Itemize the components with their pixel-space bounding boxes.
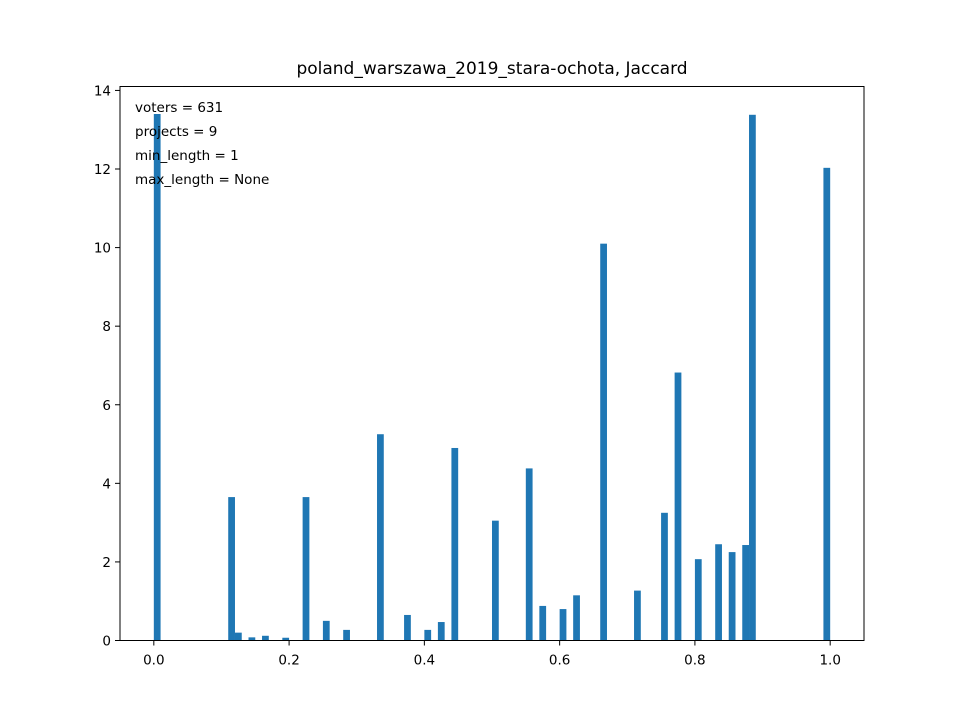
bar [694, 559, 702, 641]
bar [525, 468, 533, 641]
y-tick-label: 4 [102, 476, 111, 492]
x-tick-label: 0.8 [684, 653, 705, 669]
bar [742, 545, 750, 641]
plot-frame [119, 86, 865, 641]
bar [634, 590, 641, 641]
bar [573, 595, 580, 641]
x-tick-label: 1.0 [819, 653, 840, 669]
bar [404, 614, 411, 641]
bar [539, 605, 547, 641]
y-tick-label: 10 [94, 241, 111, 257]
annotation-max-length: max_length = None [135, 172, 269, 188]
bar [424, 629, 432, 641]
bar [343, 629, 350, 641]
y-tick-label: 6 [102, 398, 111, 414]
chart-title: poland_warszawa_2019_stara-ochota, Jacca… [296, 59, 687, 79]
bar [153, 114, 161, 641]
y-axis-ticks: 0 2 4 6 8 10 12 14 [94, 83, 120, 650]
bar [248, 637, 256, 641]
y-tick-label: 2 [102, 555, 111, 571]
bar [749, 114, 756, 641]
bar [377, 434, 384, 641]
y-tick-label: 14 [94, 83, 111, 99]
bar [674, 372, 682, 641]
bar [559, 609, 567, 641]
annotation-projects: projects = 9 [135, 124, 217, 140]
x-tick-label: 0.4 [414, 653, 435, 669]
y-tick-label: 0 [102, 634, 111, 650]
y-tick-label: 12 [94, 162, 111, 178]
bar [322, 620, 330, 641]
bar [437, 622, 445, 641]
bar [234, 632, 242, 641]
x-tick-label: 0.0 [143, 653, 164, 669]
bars-group [153, 114, 831, 641]
bar [262, 635, 269, 641]
bar [661, 512, 668, 641]
bar [282, 637, 290, 641]
bar [600, 243, 607, 641]
bar [728, 552, 736, 641]
stats-annotation: voters = 631 projects = 9 min_length = 1… [135, 100, 269, 188]
annotation-min-length: min_length = 1 [135, 148, 239, 164]
bar [302, 497, 310, 641]
x-tick-label: 0.6 [549, 653, 570, 669]
bar [715, 544, 722, 641]
annotation-voters: voters = 631 [135, 100, 223, 116]
bar [492, 520, 499, 641]
bar [451, 447, 459, 641]
x-axis-ticks: 0.0 0.2 0.4 0.6 0.8 1.0 [143, 640, 841, 669]
bar [823, 167, 831, 641]
y-tick-label: 8 [102, 319, 111, 335]
bar [228, 497, 235, 641]
x-tick-label: 0.2 [278, 653, 299, 669]
